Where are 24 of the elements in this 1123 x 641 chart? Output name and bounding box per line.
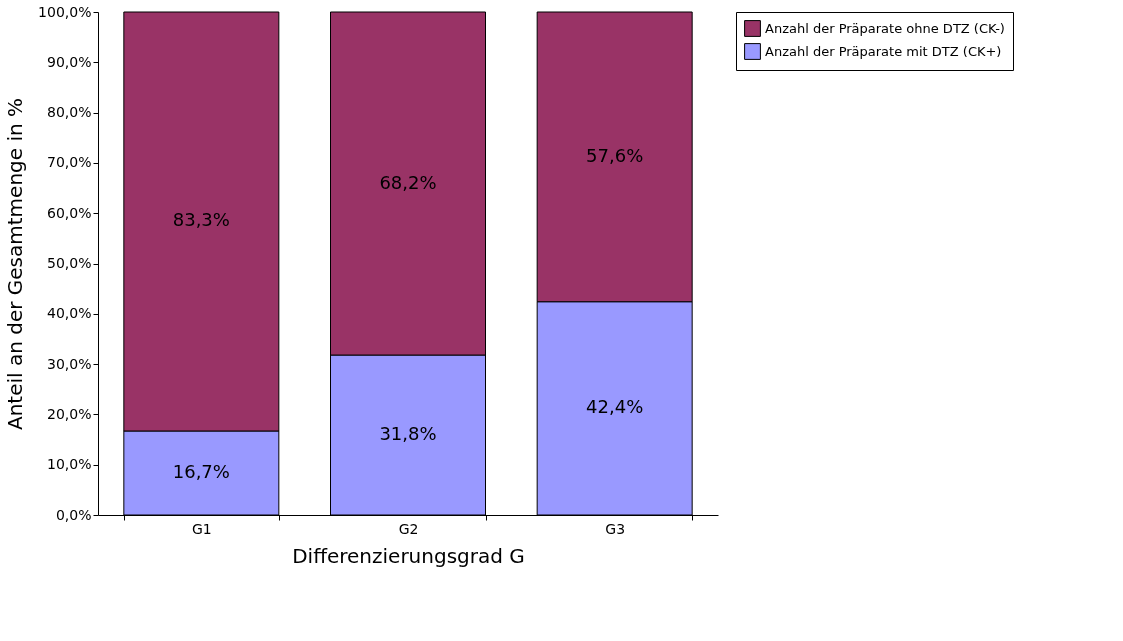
y-tick-label: 100,0%	[38, 3, 92, 20]
x-tick-label: G3	[605, 520, 626, 537]
x-tick-label: G1	[191, 520, 212, 537]
data-label: 16,7%	[172, 461, 230, 482]
y-tick-label: 60,0%	[47, 204, 92, 221]
y-tick-label: 20,0%	[47, 405, 92, 422]
x-tick-label: G2	[398, 520, 419, 537]
y-tick-label: 50,0%	[47, 255, 92, 271]
legend-label: Anzahl der Präparate ohne DTZ (CK-)	[765, 20, 1005, 36]
y-tick-label: 80,0%	[47, 104, 92, 121]
data-label: 83,3%	[172, 209, 230, 231]
y-tick-label: 40,0%	[47, 305, 92, 322]
y-tick-label: 90,0%	[47, 53, 92, 70]
legend-label: Anzahl der Präparate mit DTZ (CK+)	[765, 43, 1002, 59]
y-tick-label: 0,0%	[55, 506, 92, 523]
y-tick-label: 10,0%	[47, 456, 92, 473]
data-label: 31,8%	[379, 423, 437, 445]
data-label: 42,4%	[586, 396, 644, 418]
data-label: 57,6%	[586, 144, 644, 166]
y-tick-label: 70,0%	[47, 154, 92, 171]
data-label: 68,2%	[379, 171, 437, 193]
x-axis-title: Differenzierungsgrad G	[292, 543, 525, 568]
y-axis-title: Anteil an der Gesamtmenge in %	[3, 97, 28, 431]
y-tick-label: 30,0%	[47, 355, 92, 372]
